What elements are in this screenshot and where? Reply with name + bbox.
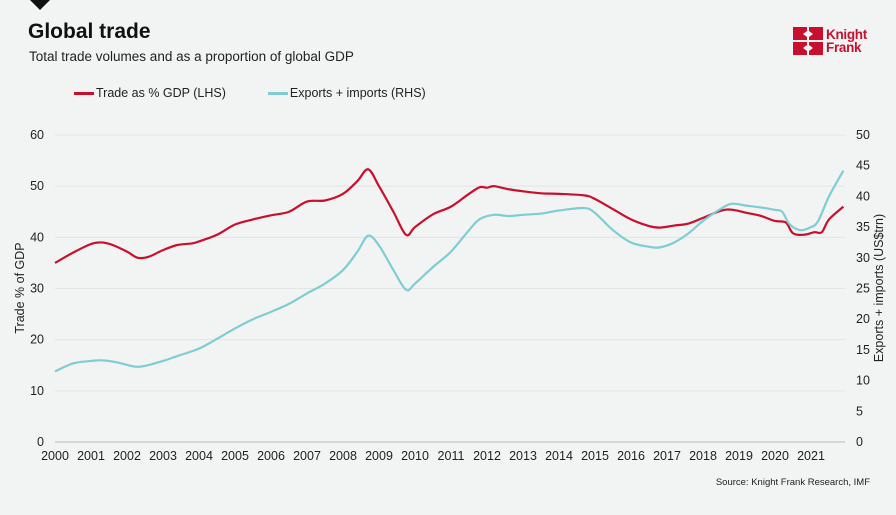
y2-tick-label: 15 [856, 343, 870, 357]
knight-frank-logo: Knight Frank [793, 27, 867, 55]
legend-item-exports-imports: Exports + imports (RHS) [267, 86, 426, 100]
x-tick-label: 2021 [797, 449, 825, 463]
y2-tick-label: 40 [856, 189, 870, 203]
x-tick-label: 2020 [761, 449, 789, 463]
y2-tick-label: 20 [856, 312, 870, 326]
y-tick-label: 50 [30, 179, 44, 193]
legend-swatch-red [74, 91, 94, 95]
y2-axis-label: Exports + imports (US$trn) [872, 214, 886, 362]
x-tick-label: 2014 [545, 449, 573, 463]
x-tick-label: 2015 [581, 449, 609, 463]
y-tick-label: 10 [30, 384, 44, 398]
series-line-trade-gdp [54, 168, 845, 264]
x-tick-label: 2001 [77, 449, 105, 463]
x-tick-label: 2019 [725, 449, 753, 463]
y2-tick-label: 35 [856, 220, 870, 234]
x-tick-label: 2006 [257, 449, 285, 463]
x-tick-label: 2011 [438, 449, 465, 463]
page-subtitle: Total trade volumes and as a proportion … [29, 49, 354, 64]
x-tick-label: 2004 [185, 449, 213, 463]
y-tick-label: 20 [30, 333, 44, 347]
chart-legend: Trade as % GDP (LHS) Exports + imports (… [74, 86, 426, 100]
x-tick-label: 2007 [293, 449, 321, 463]
page-title: Global trade [28, 20, 151, 43]
x-tick-label: 2013 [509, 449, 537, 463]
logo-mark-icon [793, 27, 823, 55]
x-tick-label: 2000 [41, 449, 69, 463]
logo-text-line1: Knight [826, 27, 867, 42]
logo-text-line2: Frank [826, 40, 862, 55]
x-tick-label: 2009 [365, 449, 393, 463]
legend-label: Exports + imports (RHS) [289, 86, 426, 100]
source-note: Source: Knight Frank Research, IMF [715, 477, 870, 488]
series-line-exports-imports [54, 170, 845, 373]
x-tick-label: 2016 [617, 449, 645, 463]
y2-tick-label: 5 [856, 404, 863, 418]
y-tick-label: 30 [30, 282, 44, 296]
y2-tick-label: 50 [856, 128, 870, 142]
x-tick-label: 2017 [653, 449, 681, 463]
y-tick-label: 40 [30, 230, 44, 244]
y-tick-label: 0 [37, 435, 44, 449]
x-tick-label: 2010 [401, 449, 429, 463]
y2-tick-label: 45 [856, 159, 870, 173]
legend-label: Trade as % GDP (LHS) [96, 86, 226, 100]
x-tick-label: 2008 [329, 449, 357, 463]
slide-marker [30, 0, 50, 10]
y2-tick-label: 30 [856, 251, 870, 265]
x-tick-label: 2018 [689, 449, 717, 463]
y2-tick-label: 0 [856, 435, 863, 449]
x-tick-label: 2002 [113, 449, 141, 463]
x-tick-label: 2003 [149, 449, 177, 463]
x-tick-label: 2012 [473, 449, 501, 463]
y-tick-label: 60 [30, 128, 44, 142]
legend-item-trade-gdp: Trade as % GDP (LHS) [74, 86, 226, 100]
legend-swatch-teal [267, 91, 288, 95]
x-tick-label: 2005 [221, 449, 249, 463]
y2-tick-label: 25 [856, 282, 870, 296]
y2-tick-label: 10 [856, 374, 870, 388]
y-axis-label: Trade % of GDP [13, 242, 27, 333]
